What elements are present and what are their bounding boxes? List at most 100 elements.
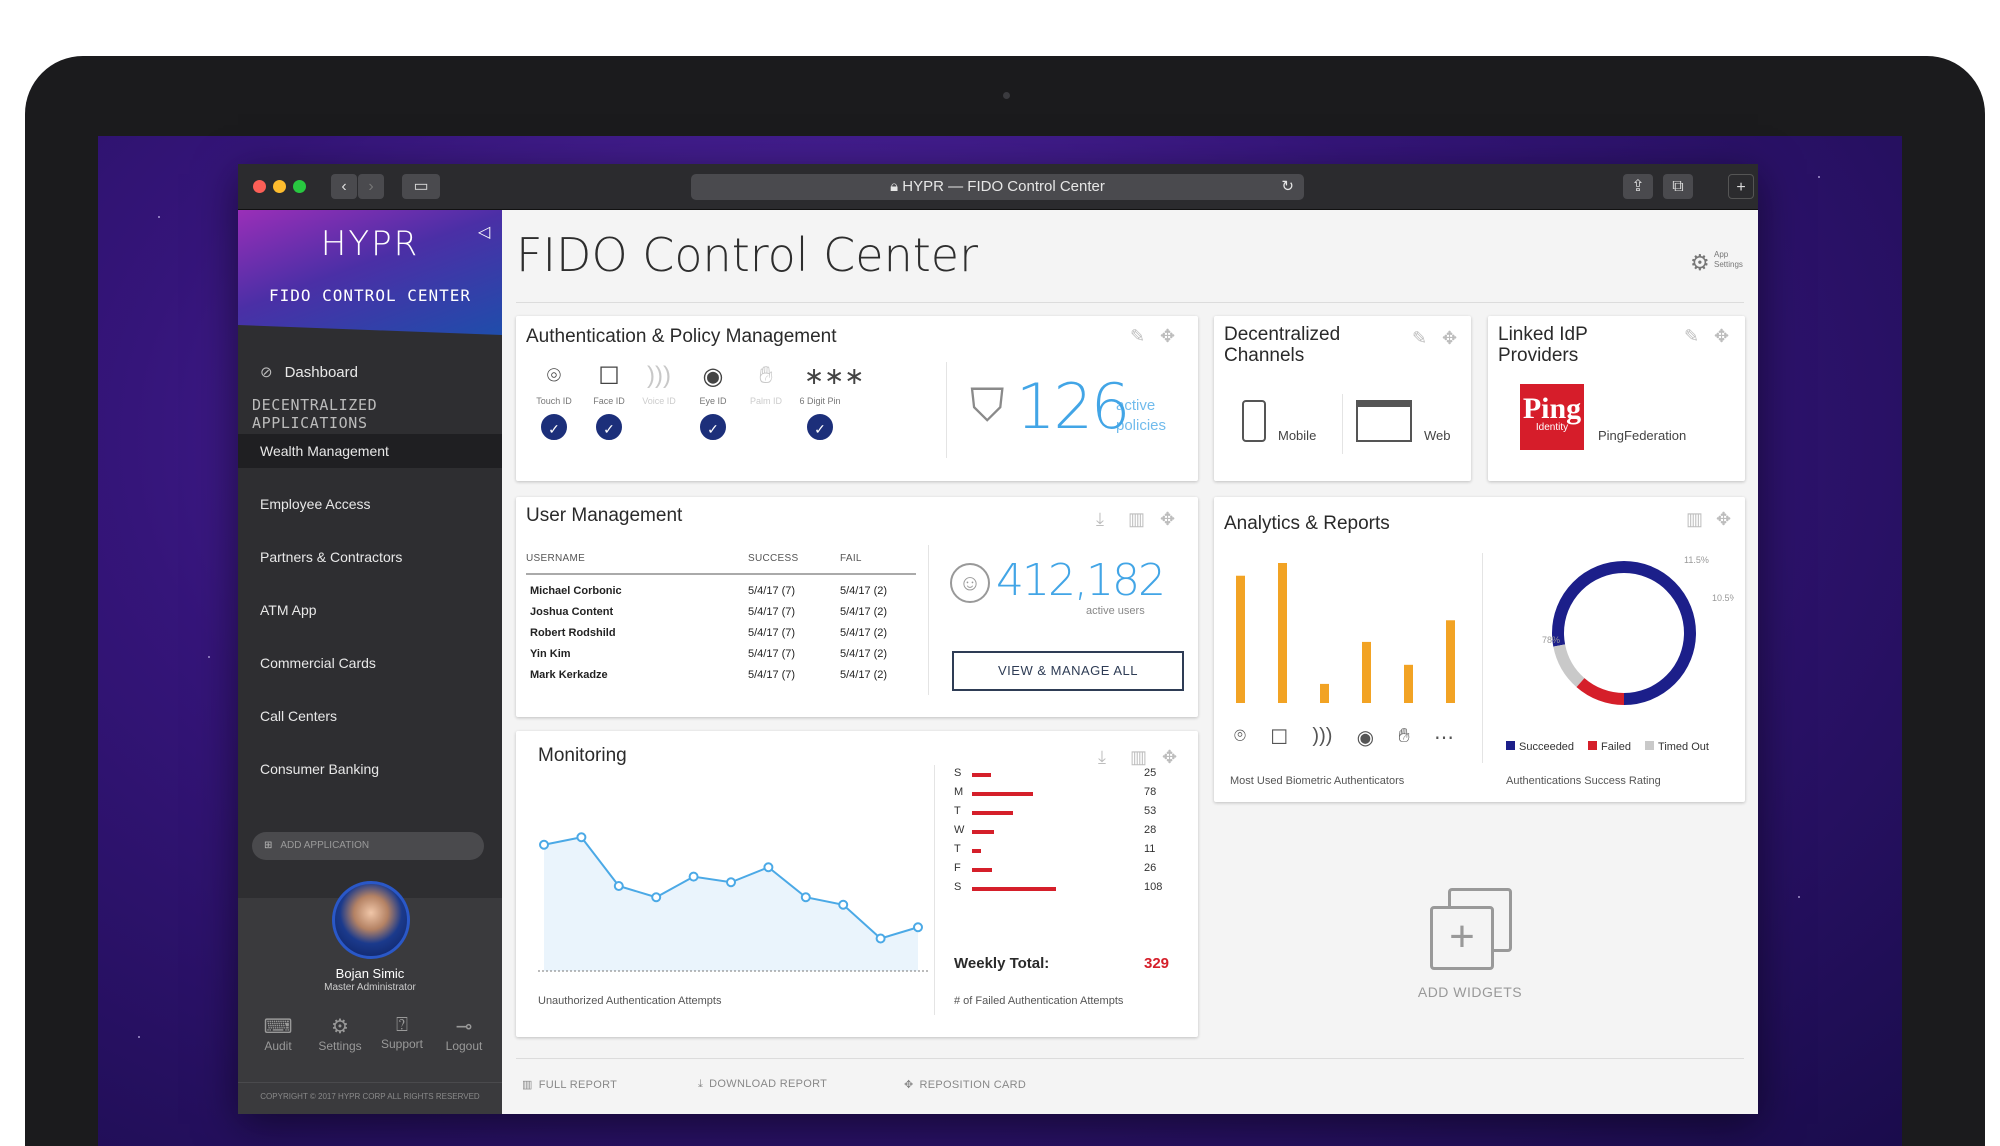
page-url-title: HYPR — FIDO Control Center <box>902 178 1105 195</box>
bar <box>1446 620 1455 703</box>
add-widgets-label[interactable]: ADD WIDGETS <box>1417 984 1523 1000</box>
settings-button[interactable]: ⚙︎ Settings <box>310 1014 370 1053</box>
donut-chart: 78% 11.5% 10.5% <box>1542 555 1734 705</box>
fail-cell: 5/4/17 (2) <box>840 669 888 681</box>
weekly-total-label: Weekly Total: <box>954 955 1050 972</box>
mobile-icon <box>1242 400 1266 442</box>
move-icon[interactable]: ✥ <box>1442 328 1458 348</box>
enabled-check-icon[interactable]: ✓ <box>700 414 726 440</box>
forward-button[interactable]: › <box>358 174 384 199</box>
bar-chart <box>1236 563 1455 703</box>
footer-divider <box>516 1058 1744 1059</box>
download-icon[interactable]: ⤓ <box>1098 747 1106 767</box>
bar-chart-icon[interactable]: ▥ <box>1128 509 1146 529</box>
bar <box>1362 641 1371 703</box>
move-icon[interactable]: ✥ <box>1162 747 1178 767</box>
sidebar-toggle-icon[interactable]: ▭ <box>402 174 440 199</box>
reposition-card-link[interactable]: ✥ REPOSITION CARD <box>904 1079 1027 1091</box>
full-report-link[interactable]: ▥ FULL REPORT <box>522 1079 618 1091</box>
line-point <box>875 933 886 944</box>
line-point <box>613 881 624 891</box>
mobile-label: Mobile <box>1278 428 1317 443</box>
bar <box>1236 575 1245 703</box>
sidebar-item-call-centers[interactable]: Call Centers <box>260 708 338 724</box>
fingerprint-icon[interactable]: ⌾ <box>546 362 562 389</box>
app-settings-label[interactable]: App Settings <box>1714 250 1743 269</box>
col-fail: FAIL <box>840 553 862 564</box>
sidebar-item-commercial-cards[interactable]: Commercial Cards <box>260 655 376 671</box>
day-value: 25 <box>1144 767 1157 779</box>
sidebar-item-employee-access[interactable]: Employee Access <box>260 496 371 512</box>
edit-icon[interactable]: ✎ <box>1130 326 1146 346</box>
enabled-check-icon[interactable]: ✓ <box>541 414 567 440</box>
back-button[interactable]: ‹ <box>331 174 357 199</box>
line-point <box>576 832 587 843</box>
username-cell[interactable]: Yin Kim <box>530 648 571 660</box>
support-button[interactable]: ⍰ Support <box>372 1014 432 1051</box>
face-icon[interactable]: ☐ <box>598 363 620 390</box>
sidebar-item-atm-app[interactable]: ATM App <box>260 602 317 618</box>
auth-policy-card: Authentication & Policy Management ✎ ✥ ⌾… <box>516 316 1198 481</box>
day-label: W <box>954 824 965 836</box>
zoom-window-button[interactable] <box>293 180 306 193</box>
app-settings-gear-icon[interactable]: ⚙︎ <box>1690 250 1710 275</box>
download-icon[interactable]: ⤓ <box>1096 509 1104 529</box>
analytics-card: Analytics & Reports ▥ ✥ ⌾ ☐))) ◉ ✋︎ ⋯ Most U… <box>1214 497 1745 802</box>
edit-icon[interactable]: ✎ <box>1684 326 1700 346</box>
new-tab-button[interactable]: + <box>1728 174 1754 199</box>
eye-icon[interactable]: ◉ <box>702 363 724 390</box>
move-icon[interactable]: ✥ <box>1714 326 1730 346</box>
fail-cell: 5/4/17 (2) <box>840 627 888 639</box>
move-icon[interactable]: ✥ <box>1160 509 1176 529</box>
view-manage-all-button[interactable]: VIEW & MANAGE ALL <box>952 651 1184 691</box>
donut-label: 10.5% <box>1712 593 1734 603</box>
day-value: 26 <box>1144 862 1157 874</box>
collapse-sidebar-icon[interactable]: ◁ <box>478 224 491 241</box>
add-widgets-icon[interactable]: + <box>1430 906 1494 970</box>
tabs-overview-icon[interactable]: ⧉ <box>1663 174 1693 199</box>
move-icon[interactable]: ✥ <box>1716 509 1732 529</box>
weekly-total-value: 329 <box>1144 955 1170 972</box>
fingerprint-icon: ⌾ <box>1234 725 1246 747</box>
username-cell[interactable]: Robert Rodshild <box>530 627 616 639</box>
enabled-check-icon[interactable]: ✓ <box>807 414 833 440</box>
palm-icon[interactable]: ✋︎ <box>759 362 773 389</box>
donut-legend: Succeeded Failed Timed Out <box>1506 741 1709 753</box>
page-title: FIDO Control Center <box>516 228 978 282</box>
edit-icon[interactable]: ✎ <box>1412 328 1428 348</box>
minimize-window-button[interactable] <box>273 180 286 193</box>
close-window-button[interactable] <box>253 180 266 193</box>
day-bar <box>972 849 981 853</box>
bar <box>1278 563 1287 703</box>
enabled-check-icon[interactable]: ✓ <box>596 414 622 440</box>
section-title: DECENTRALIZED APPLICATIONS <box>252 396 378 432</box>
username-cell[interactable]: Mark Kerkadze <box>530 669 608 681</box>
address-bar[interactable]: 🔒︎ HYPR — FIDO Control Center ↻ <box>691 174 1304 200</box>
sidebar: HYPR FIDO CONTROL CENTER ◁ ⊘ Dashboard DE… <box>238 210 508 1114</box>
day-value: 108 <box>1144 881 1163 893</box>
username-cell[interactable]: Michael Corbonic <box>530 585 622 597</box>
fail-cell: 5/4/17 (2) <box>840 648 888 660</box>
logout-button[interactable]: ⊸ Logout <box>434 1014 494 1053</box>
user-management-card: User Management ⤓ ▥ ✥ USERNAME SUCCESS F… <box>516 497 1198 717</box>
sidebar-item-consumer-banking[interactable]: Consumer Banking <box>260 761 380 777</box>
avatar[interactable] <box>332 881 410 959</box>
pin-icon[interactable]: ∗∗∗ <box>804 363 865 390</box>
sidebar-item-dashboard[interactable]: ⊘ Dashboard <box>238 356 502 390</box>
line-point <box>800 892 811 903</box>
active-users-count: 412,182 <box>996 555 1166 606</box>
sidebar-item-wealth-management[interactable]: Wealth Management <box>238 434 502 468</box>
bar-chart-icon[interactable]: ▥ <box>1686 509 1704 529</box>
day-bar <box>972 868 993 872</box>
face-icon: ☐ <box>1270 727 1289 749</box>
voice-icon[interactable]: ))) <box>647 362 671 389</box>
sidebar-item-partners[interactable]: Partners & Contractors <box>260 549 403 565</box>
move-icon[interactable]: ✥ <box>1160 326 1176 346</box>
share-icon[interactable]: ⇪ <box>1623 174 1653 199</box>
username-cell[interactable]: Joshua Content <box>530 606 614 618</box>
bar-chart-icon[interactable]: ▥ <box>1130 747 1148 767</box>
add-application-button[interactable]: ⊞ ADD APPLICATION <box>252 832 484 860</box>
reload-icon[interactable]: ↻ <box>1281 178 1294 195</box>
audit-button[interactable]: ⌨︎ Audit <box>248 1014 308 1053</box>
download-report-link[interactable]: ⤓ DOWNLOAD REPORT <box>698 1078 828 1090</box>
